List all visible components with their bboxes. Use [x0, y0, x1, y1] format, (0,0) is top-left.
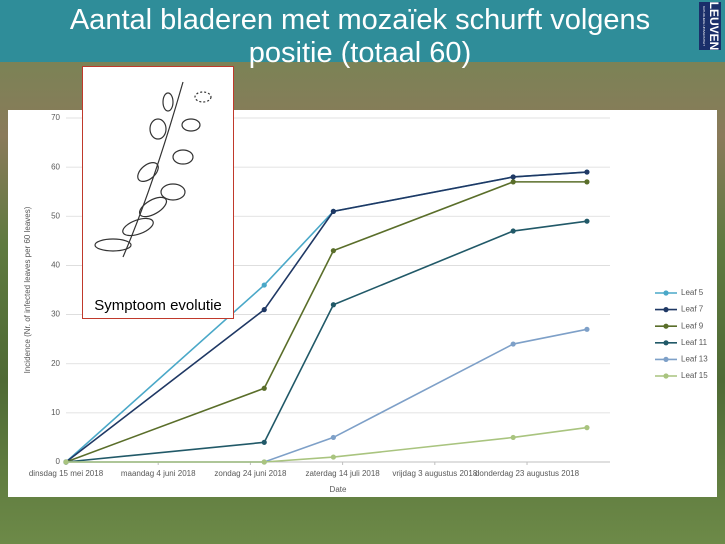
inset-caption: Symptoom evolutie: [94, 297, 222, 314]
plant-drawing: [94, 81, 212, 258]
y-tick-label: 10: [51, 408, 60, 417]
legend-marker: [663, 307, 669, 313]
data-point: [330, 434, 336, 441]
logo-sub: KATHOLIEKE UNIVERSITEIT: [702, 6, 706, 46]
x-tick-label: donderdag 23 augustus 2018: [475, 469, 580, 478]
legend-marker: [663, 373, 669, 379]
x-tick-label: zaterdag 14 juli 2018: [305, 469, 380, 478]
x-tick-label: maandag 4 juni 2018: [121, 469, 196, 478]
data-point: [584, 326, 590, 332]
legend-label: Leaf 13: [681, 355, 708, 364]
data-point: [584, 425, 590, 431]
data-point: [510, 174, 516, 180]
data-point: [261, 459, 267, 465]
legend-marker: [663, 290, 669, 296]
data-point: [510, 434, 516, 441]
slide-title: Aantal bladeren met mozaïek schurft volg…: [69, 4, 651, 69]
data-point: [510, 179, 516, 185]
data-point: [510, 341, 516, 347]
series-line: [66, 328, 588, 463]
y-tick-label: 0: [56, 457, 61, 466]
x-tick-label: zondag 24 juni 2018: [214, 469, 287, 478]
legend-marker: [663, 356, 669, 362]
logo: LEUVEN KATHOLIEKE UNIVERSITEIT: [699, 2, 721, 50]
y-tick-label: 30: [51, 310, 60, 319]
y-tick-label: 60: [51, 162, 60, 171]
y-tick-label: 70: [51, 113, 60, 122]
legend-marker: [663, 340, 669, 346]
y-tick-label: 50: [51, 211, 60, 220]
x-axis-title: Date: [330, 485, 347, 494]
legend-label: Leaf 7: [681, 305, 704, 314]
x-tick-label: vrijdag 3 augustus 2018: [392, 469, 478, 478]
inset-image: Symptoom evolutie: [82, 66, 234, 319]
data-point: [261, 307, 267, 313]
y-tick-label: 20: [51, 359, 60, 368]
data-point: [584, 218, 590, 224]
data-point: [330, 454, 336, 460]
data-point: [330, 208, 336, 214]
x-tick-label: dinsdag 15 mei 2018: [29, 469, 104, 478]
data-point: [261, 439, 267, 445]
y-tick-label: 40: [51, 261, 60, 270]
data-point: [510, 228, 516, 234]
data-point: [63, 459, 69, 465]
data-point: [330, 248, 336, 254]
data-point: [584, 169, 590, 175]
data-point: [261, 282, 267, 288]
legend-label: Leaf 9: [681, 321, 704, 330]
data-point: [330, 302, 336, 308]
logo-text: LEUVEN: [707, 2, 721, 50]
data-point: [584, 179, 590, 185]
legend-label: Leaf 11: [681, 338, 708, 347]
data-point: [261, 385, 267, 391]
title-bar: Aantal bladeren met mozaïek schurft volg…: [0, 0, 725, 69]
legend-label: Leaf 15: [681, 371, 708, 380]
legend-label: Leaf 5: [681, 288, 704, 297]
y-axis-title: Incidence (Nr. of infected leaves per 60…: [23, 206, 32, 373]
logo-svg: LEUVEN KATHOLIEKE UNIVERSITEIT: [702, 2, 721, 51]
legend-marker: [663, 323, 669, 329]
